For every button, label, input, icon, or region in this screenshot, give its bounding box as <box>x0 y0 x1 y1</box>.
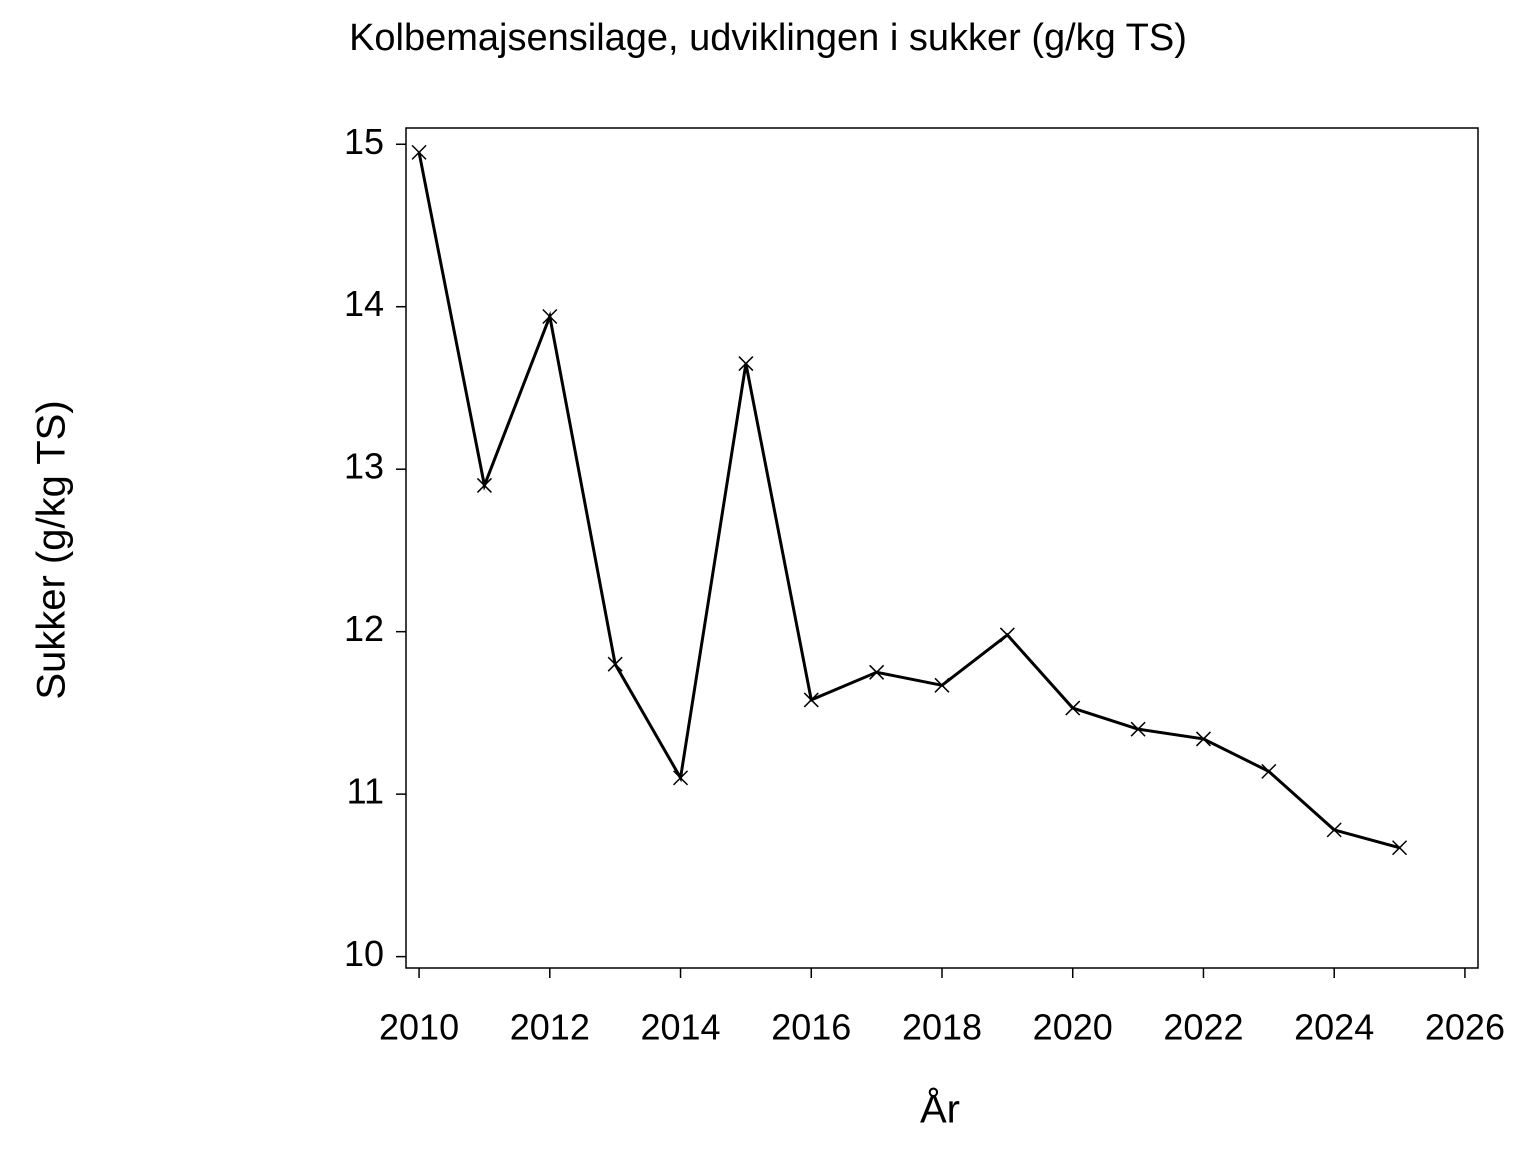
y-tick-label: 15 <box>344 121 384 162</box>
marker <box>738 356 754 372</box>
marker <box>673 770 689 786</box>
x-tick-label: 2022 <box>1163 1007 1243 1048</box>
marker <box>476 477 492 493</box>
marker <box>869 664 885 680</box>
marker <box>1195 731 1211 747</box>
chart-title: Kolbemajsensilage, udviklingen i sukker … <box>349 17 1187 59</box>
x-tick-label: 2014 <box>640 1007 720 1048</box>
x-tick-label: 2020 <box>1033 1007 1113 1048</box>
y-tick-label: 11 <box>347 771 384 812</box>
marker <box>1261 763 1277 779</box>
marker <box>999 627 1015 643</box>
x-axis-label: År <box>920 1087 960 1132</box>
plot-frame <box>405 127 1479 969</box>
y-tick-label: 10 <box>344 933 384 974</box>
marker <box>411 144 427 160</box>
marker <box>1392 840 1408 856</box>
marker <box>1326 822 1342 838</box>
x-tick-label: 2010 <box>379 1007 459 1048</box>
x-tick-label: 2026 <box>1425 1007 1505 1048</box>
y-tick-label: 14 <box>344 283 384 324</box>
data-line <box>417 152 1400 850</box>
x-tick-label: 2024 <box>1294 1007 1374 1048</box>
marker <box>607 656 623 672</box>
marker <box>1130 721 1146 737</box>
y-tick-label: 13 <box>344 446 384 487</box>
marker <box>934 677 950 693</box>
y-tick-label: 12 <box>344 608 384 649</box>
y-axis-label: Sukker (g/kg TS) <box>30 400 74 699</box>
marker <box>803 692 819 708</box>
x-tick-label: 2018 <box>902 1007 982 1048</box>
x-tick-label: 2016 <box>771 1007 851 1048</box>
marker <box>542 308 558 325</box>
x-tick-label: 2012 <box>510 1007 590 1048</box>
marker <box>1065 700 1081 716</box>
